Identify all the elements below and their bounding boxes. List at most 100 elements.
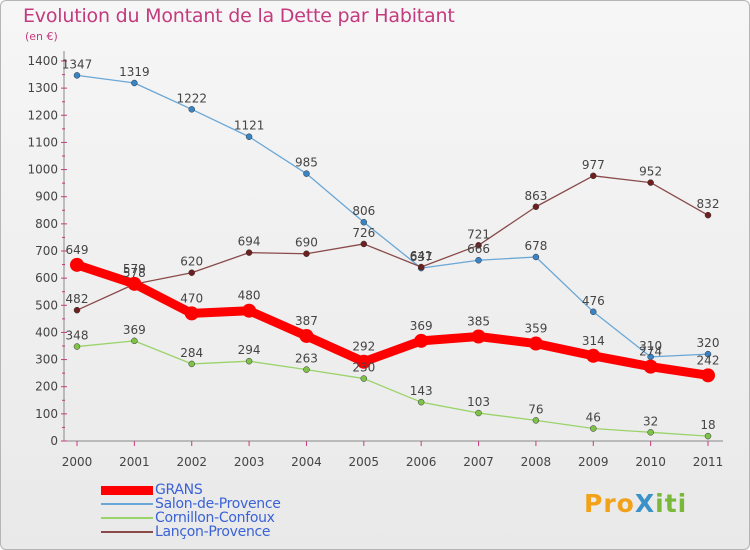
logo-letter: X xyxy=(634,489,656,518)
y-tick-label: 1200 xyxy=(27,108,58,122)
legend-swatch xyxy=(101,485,153,495)
data-point-lan-on-provence xyxy=(303,250,310,257)
y-tick-label: 100 xyxy=(35,407,58,421)
x-tick-label: 2005 xyxy=(349,455,380,469)
data-point-cornillon-confoux xyxy=(303,366,310,373)
data-point-lan-on-provence xyxy=(590,172,597,180)
logo-letter: r xyxy=(603,489,617,518)
data-point-lan-on-provence xyxy=(245,249,253,256)
data-label-salon-de-provence: 985 xyxy=(295,156,318,170)
data-point-grans xyxy=(356,354,371,369)
data-label-cornillon-confoux: 46 xyxy=(586,411,601,425)
data-point-lan-on-provence xyxy=(417,263,425,271)
data-label-lan-on-provence: 952 xyxy=(639,165,662,179)
data-point-salon-de-provence xyxy=(475,256,482,264)
x-tick-label: 2001 xyxy=(119,455,150,469)
data-label-salon-de-provence: 806 xyxy=(352,204,375,218)
axes: 0 100 200 300 400 500 600 700 800 900 1000 1100 1200… xyxy=(27,51,723,469)
data-label-cornillon-confoux: 263 xyxy=(295,352,318,366)
data-point-salon-de-provence xyxy=(73,72,81,79)
data-point-grans xyxy=(184,306,199,321)
series-line-grans xyxy=(72,260,713,380)
data-label-grans: 314 xyxy=(582,334,605,348)
data-point-lan-on-provence xyxy=(188,269,195,276)
data-point-grans xyxy=(414,333,429,348)
data-point-lan-on-provence xyxy=(73,306,81,314)
data-point-grans xyxy=(643,359,658,374)
data-point-salon-de-provence xyxy=(360,218,368,226)
data-point-cornillon-confoux xyxy=(73,343,81,350)
proxiti-logo: ProXiti xyxy=(584,489,687,518)
logo-letter: t xyxy=(664,489,678,518)
data-label-salon-de-provence: 1121 xyxy=(234,119,265,133)
data-point-salon-de-provence xyxy=(532,253,540,261)
data-point-lan-on-provence xyxy=(475,242,482,249)
chart-subtitle: (en €) xyxy=(25,30,58,43)
data-point-cornillon-confoux xyxy=(188,360,195,368)
data-label-lan-on-provence: 694 xyxy=(238,235,261,249)
data-label-lan-on-provence: 721 xyxy=(467,227,490,241)
data-point-salon-de-provence xyxy=(303,170,310,177)
x-tick-label: 2009 xyxy=(578,455,609,469)
chart-title: Evolution du Montant de la Dette par Hab… xyxy=(23,5,455,27)
x-tick-label: 2011 xyxy=(693,455,724,469)
data-label-cornillon-confoux: 348 xyxy=(66,329,89,343)
series-line-lan-on-provence xyxy=(76,175,709,311)
x-tick-label: 2010 xyxy=(635,455,666,469)
data-label-salon-de-provence: 1319 xyxy=(119,65,150,79)
logo-letter: P xyxy=(584,489,604,518)
data-label-cornillon-confoux: 294 xyxy=(238,343,261,357)
data-label-salon-de-provence: 1347 xyxy=(62,57,93,71)
data-label-cornillon-confoux: 369 xyxy=(123,323,146,337)
data-label-grans: 579 xyxy=(123,262,146,276)
data-label-cornillon-confoux: 284 xyxy=(180,346,203,360)
data-label-grans: 274 xyxy=(639,345,662,359)
x-tick-label: 2008 xyxy=(521,455,552,469)
data-label-grans: 292 xyxy=(352,340,375,354)
x-tick-label: 2007 xyxy=(463,455,494,469)
data-label-grans: 369 xyxy=(410,319,433,333)
legend-swatch xyxy=(101,503,153,505)
y-tick-label: 1300 xyxy=(27,81,58,95)
data-point-cornillon-confoux xyxy=(704,432,712,440)
data-label-cornillon-confoux: 18 xyxy=(700,418,715,432)
data-point-grans xyxy=(299,328,314,343)
data-point-grans xyxy=(471,329,486,344)
data-label-lan-on-provence: 977 xyxy=(582,158,605,172)
data-point-grans xyxy=(528,336,543,351)
series-line-salon-de-provence xyxy=(76,74,709,358)
data-label-lan-on-provence: 482 xyxy=(66,292,89,306)
data-point-cornillon-confoux xyxy=(475,409,482,417)
data-point-salon-de-provence xyxy=(704,350,712,358)
data-label-lan-on-provence: 726 xyxy=(352,226,375,240)
data-point-lan-on-provence xyxy=(532,203,540,211)
data-label-salon-de-provence: 637 xyxy=(410,250,433,264)
data-point-cornillon-confoux xyxy=(245,357,253,365)
y-tick-label: 1400 xyxy=(27,54,58,68)
data-label-grans: 470 xyxy=(180,291,203,305)
data-point-grans xyxy=(701,368,715,383)
legend-item-grans: GRANS xyxy=(101,483,281,497)
y-tick-label: 800 xyxy=(35,217,58,231)
y-tick-label: 400 xyxy=(35,325,58,339)
data-label-grans: 359 xyxy=(524,322,547,336)
legend-label: Cornillon-Confoux xyxy=(155,510,275,526)
x-tick-label: 2002 xyxy=(176,455,207,469)
legend-label: Salon-de-Provence xyxy=(155,496,281,512)
legend: GRANS Salon-de-Provence Cornillon-Confoux L… xyxy=(101,483,281,539)
y-tick-label: 900 xyxy=(35,190,58,204)
data-label-salon-de-provence: 678 xyxy=(524,239,547,253)
legend-item-salon-de-provence: Salon-de-Provence xyxy=(101,497,281,511)
y-tick-label: 300 xyxy=(35,353,58,367)
data-label-cornillon-confoux: 143 xyxy=(410,384,433,398)
data-point-salon-de-provence xyxy=(590,308,597,316)
data-point-grans xyxy=(70,257,84,272)
data-label-grans: 385 xyxy=(467,315,490,329)
data-point-cornillon-confoux xyxy=(532,417,540,424)
legend-label: Lançon-Provence xyxy=(155,524,271,540)
data-label-salon-de-provence: 320 xyxy=(697,336,720,350)
data-label-lan-on-provence: 832 xyxy=(697,197,720,211)
series-lines xyxy=(70,72,715,440)
